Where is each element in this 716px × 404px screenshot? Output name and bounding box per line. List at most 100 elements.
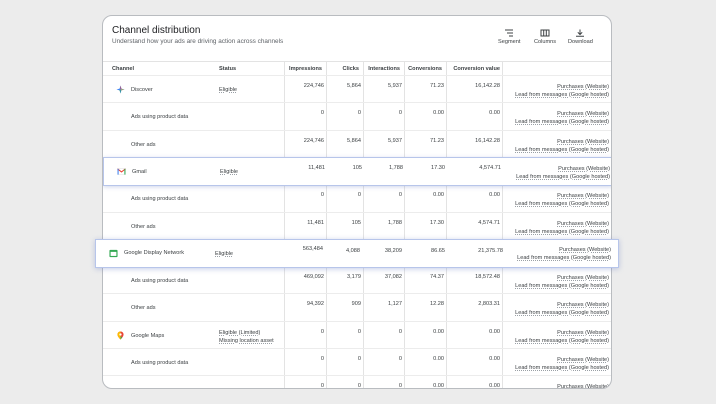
channel-name[interactable]: Discover xyxy=(131,87,153,93)
conversion-actions-cell[interactable]: Purchases (Website) Lead from messages (G… xyxy=(507,246,611,262)
conversions-cell: 74.37 xyxy=(430,274,444,281)
impressions-cell: 11,481 xyxy=(307,219,324,226)
discover-icon xyxy=(116,85,125,94)
conversion-action-purchases[interactable]: Purchases (Website) xyxy=(557,193,609,200)
segment-button[interactable]: Segment xyxy=(498,29,520,45)
table-row[interactable]: Gmail Eligible 11,481 105 1,788 17.30 4,574.71… xyxy=(103,156,611,186)
conversion-actions-cell[interactable]: Purchases (Website)Lead from messages (G… xyxy=(505,138,609,154)
table-row[interactable]: Other ads 224,746 5,864 5,937 71.23 16,142.28… xyxy=(103,129,611,158)
table-row[interactable]: Ads using product data 0 0 0 0.00 0.00 Purchas… xyxy=(103,184,611,212)
channel-name: Ads using product data xyxy=(131,360,189,366)
table-row[interactable]: Ads using product data 0 0 0 0.00 0.00 Purchas… xyxy=(103,102,611,130)
clicks-cell: 4,088 xyxy=(346,248,360,254)
conversion-action-leads[interactable]: Lead from messages (Google hosted) xyxy=(515,201,609,208)
conversions-cell: 0.00 xyxy=(433,356,444,362)
interactions-cell: 37,082 xyxy=(384,274,402,281)
conversion-action-leads[interactable]: Lead from messages (Google hosted) xyxy=(515,310,609,317)
col-status[interactable]: Status xyxy=(219,66,237,72)
conversion-action-purchases[interactable]: Purchases (Website) xyxy=(557,302,609,309)
channel-distribution-card: Channel distribution Understand how your… xyxy=(102,15,612,389)
channel-name[interactable]: Google Display Network xyxy=(124,250,185,256)
interactions-cell: 5,937 xyxy=(388,83,402,89)
impressions-cell: 469,092 xyxy=(303,274,324,281)
conversion-actions-cell[interactable]: Purchases (Website)Lead from messages (G… xyxy=(505,383,609,389)
conversion-action-leads[interactable]: Lead from messages (Google hosted) xyxy=(516,173,610,180)
columns-button[interactable]: Columns xyxy=(534,29,556,45)
table-row[interactable]: Other ads 11,481 105 1,788 17.30 4,574.71 Purc… xyxy=(103,211,611,240)
conversion-actions-cell[interactable]: Purchases (Website) Lead from messages (G… xyxy=(505,83,609,99)
interactions-cell: 1,788 xyxy=(389,164,403,171)
conversions-cell: 86.65 xyxy=(431,248,445,254)
col-interactions[interactable]: Interactions xyxy=(368,66,400,72)
interactions-cell: 0 xyxy=(398,328,402,335)
impressions-cell: 0 xyxy=(320,192,324,199)
conversion-actions-cell[interactable]: Purchases (Website)Lead from messages (G… xyxy=(506,165,610,181)
conversion-value-cell: 0.00 xyxy=(489,328,500,335)
impressions-cell: 224,746 xyxy=(303,83,324,89)
conversion-value-cell: 21,375.78 xyxy=(478,248,503,254)
download-button[interactable]: Download xyxy=(568,29,593,45)
col-conversions[interactable]: Conversions xyxy=(408,66,442,72)
channel-name[interactable]: Google Maps xyxy=(131,332,165,339)
channel-name: Other ads xyxy=(131,223,156,230)
conversion-actions-cell[interactable]: Purchases (Website)Lead from messages (G… xyxy=(505,329,609,345)
conversion-action-leads[interactable]: Lead from messages (Google hosted) xyxy=(515,365,609,371)
clicks-cell: 0 xyxy=(357,110,361,117)
status-cell[interactable]: Eligible xyxy=(215,251,234,257)
table-row[interactable]: Google Maps Eligible (Limited) Missing loc… xyxy=(103,320,611,349)
impressions-cell: 0 xyxy=(320,356,324,362)
conversion-actions-cell[interactable]: Purchases (Website)Lead from messages (G… xyxy=(505,301,609,317)
table-row[interactable]: 0 0 0 0.00 0.00 Purchases (Website)Lead from … xyxy=(103,375,611,389)
conversion-actions-cell[interactable]: Purchases (Website) Lead from messages (G… xyxy=(505,356,609,372)
channel-name: Ads using product data xyxy=(131,278,189,285)
col-impressions[interactable]: Impressions xyxy=(289,66,322,72)
conversion-action-leads[interactable]: Lead from messages (Google hosted) xyxy=(515,146,609,153)
table-row[interactable]: Ads using product data 469,092 3,179 37,082… xyxy=(103,266,611,294)
status-cell[interactable]: Eligible (Limited) Missing location asset xyxy=(219,329,274,345)
conversions-cell: 0.00 xyxy=(433,328,444,335)
conversions-cell: 71.23 xyxy=(430,83,444,89)
col-channel[interactable]: Channel xyxy=(112,66,135,72)
status-cell[interactable]: Eligible xyxy=(219,87,238,93)
conversion-action-purchases[interactable]: Purchases (Website) xyxy=(557,138,609,145)
conversion-action-leads[interactable]: Lead from messages (Google hosted) xyxy=(515,283,609,290)
conversion-action-purchases[interactable]: Purchases (Website) xyxy=(557,220,609,227)
conversion-action-purchases[interactable]: Purchases (Website) xyxy=(557,84,609,90)
col-clicks[interactable]: Clicks xyxy=(342,66,359,72)
clicks-cell: 3,179 xyxy=(347,274,361,281)
conversion-action-leads[interactable]: Lead from messages (Google hosted) xyxy=(515,92,609,98)
channel-name: Ads using product data xyxy=(131,114,189,121)
conversion-actions-cell[interactable]: Purchases (Website)Lead from messages (G… xyxy=(505,192,609,208)
channel-name[interactable]: Gmail xyxy=(132,168,147,175)
col-conversion-value[interactable]: Conversion value xyxy=(453,66,500,72)
conversion-action-leads[interactable]: Lead from messages (Google hosted) xyxy=(517,255,611,261)
conversions-cell: 0.00 xyxy=(433,383,444,389)
conversion-actions-cell[interactable]: Purchases (Website)Lead from messages (G… xyxy=(505,274,609,290)
conversions-cell: 12.28 xyxy=(430,301,444,308)
conversion-actions-cell[interactable]: Purchases (Website)Lead from messages (G… xyxy=(505,220,609,236)
status-cell[interactable]: Eligible xyxy=(220,168,239,175)
highlighted-row-google-display-network[interactable]: Google Display Network Eligible 563,484 4,0… xyxy=(95,239,619,268)
conversions-cell: 71.23 xyxy=(430,137,444,144)
conversion-value-cell: 0.00 xyxy=(489,192,500,199)
impressions-cell: 563,484 xyxy=(302,246,323,252)
table-row[interactable]: Ads using product data 0 0 0 0.00 0.00 Purchas… xyxy=(103,348,611,376)
conversion-action-leads[interactable]: Lead from messages (Google hosted) xyxy=(515,228,609,235)
conversion-action-purchases[interactable]: Purchases (Website) xyxy=(557,384,609,389)
conversion-actions-cell[interactable]: Purchases (Website)Lead from messages (G… xyxy=(505,110,609,126)
header-divider xyxy=(103,61,611,62)
conversion-action-leads[interactable]: Lead from messages (Google hosted) xyxy=(515,337,609,344)
table-row[interactable]: Discover Eligible 224,746 5,864 5,937 71.23 16… xyxy=(103,75,611,103)
table-row[interactable]: Other ads 94,392 909 1,127 12.28 2,803.31 Purc… xyxy=(103,293,611,321)
conversion-action-purchases[interactable]: Purchases (Website) xyxy=(557,329,609,336)
conversion-action-purchases[interactable]: Purchases (Website) xyxy=(559,247,611,253)
clicks-cell: 0 xyxy=(357,192,361,199)
interactions-cell: 0 xyxy=(398,192,402,199)
conversion-action-leads[interactable]: Lead from messages (Google hosted) xyxy=(515,119,609,126)
col-divider xyxy=(326,61,327,388)
conversion-action-purchases[interactable]: Purchases (Website) xyxy=(557,357,609,363)
conversions-cell: 17.30 xyxy=(431,164,445,171)
conversion-action-purchases[interactable]: Purchases (Website) xyxy=(558,165,610,172)
conversion-action-purchases[interactable]: Purchases (Website) xyxy=(557,275,609,282)
conversion-action-purchases[interactable]: Purchases (Website) xyxy=(557,111,609,118)
